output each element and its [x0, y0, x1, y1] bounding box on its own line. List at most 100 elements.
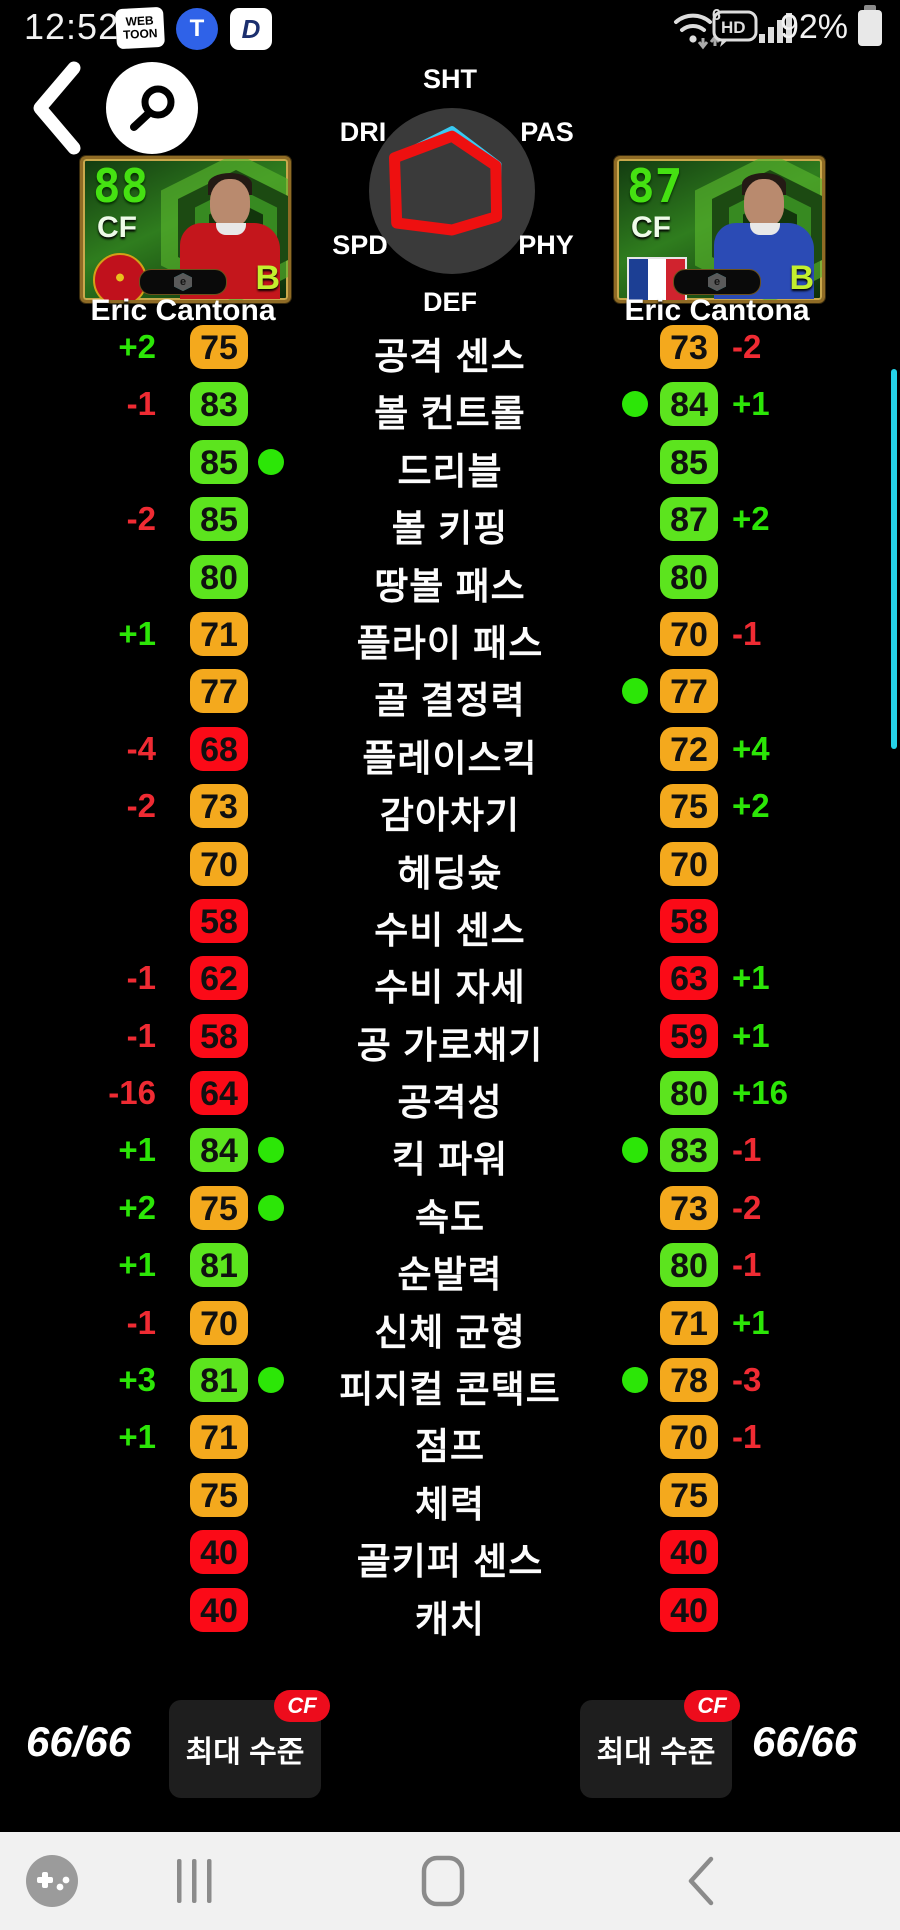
stat-label: 체력	[414, 1483, 486, 1525]
stat-value-left: 62	[190, 956, 248, 1001]
stat-diff-right: +1	[732, 1303, 770, 1341]
stat-label: 플라이 패스	[356, 622, 544, 664]
stat-row-20: 75 체력 75	[0, 1468, 900, 1525]
stat-value-right: 84	[660, 382, 718, 427]
stat-diff-right: +1	[732, 385, 770, 423]
home-button[interactable]	[408, 1832, 478, 1930]
stat-value-right: 40	[660, 1587, 718, 1632]
stat-row-10: 58 수비 센스 58	[0, 894, 900, 951]
stat-value-left: 73	[190, 784, 248, 829]
nav-back-button[interactable]	[665, 1832, 735, 1930]
efootball-icon-inactive: e	[708, 273, 726, 291]
stat-value-left: 70	[190, 841, 248, 886]
stat-value-right: 85	[660, 439, 718, 484]
stat-value-left: 77	[190, 669, 248, 714]
clock-text: 12:52	[24, 6, 120, 47]
stat-value-left: 75	[190, 325, 248, 369]
boosted-dot-right	[622, 391, 648, 418]
radar-label-phy: PHY	[518, 230, 574, 260]
player-card-left[interactable]: 88 CF e e B	[80, 156, 291, 303]
svg-text:HD: HD	[721, 18, 746, 37]
radar-label-dri: DRI	[340, 117, 387, 147]
back-arrow-button[interactable]	[26, 60, 86, 156]
stat-label: 공격 센스	[374, 336, 526, 377]
stat-value-right: 70	[660, 1415, 718, 1460]
recents-icon	[177, 1859, 212, 1903]
stat-value-right: 72	[660, 726, 718, 771]
boosted-dot-left	[258, 1367, 284, 1394]
android-navigation-bar	[0, 1832, 900, 1930]
scrollbar-thumb[interactable]	[891, 369, 897, 749]
stat-diff-right: -2	[732, 1188, 762, 1226]
stat-value-right: 78	[660, 1358, 718, 1403]
stat-value-right: 58	[660, 898, 718, 943]
stat-label: 볼 컨트롤	[374, 393, 526, 435]
stat-value-right: 70	[660, 611, 718, 656]
stat-diff-right: +1	[732, 1016, 770, 1054]
stat-label: 킥 파워	[391, 1139, 509, 1181]
stat-diff-right: -1	[732, 614, 762, 652]
stat-row-18: +3 81 피지컬 콘택트 78 -3	[0, 1353, 900, 1410]
stat-diff-left: -1	[126, 1303, 156, 1341]
game-booster-button[interactable]	[20, 1832, 84, 1930]
stat-diff-right: +1	[732, 959, 770, 997]
stat-value-left: 80	[190, 554, 248, 599]
tmap-app-icon: T	[176, 8, 218, 50]
stat-value-left: 85	[190, 439, 248, 484]
stat-label: 감아차기	[379, 795, 521, 837]
signal-strength-icon	[759, 13, 792, 43]
radar-label-sht: SHT	[423, 64, 478, 94]
stat-value-right: 73	[660, 1185, 718, 1230]
efootball-icon-inactive: e	[174, 273, 192, 291]
stat-diff-right: +4	[732, 729, 770, 767]
player-card-right[interactable]: 87 CF e e B	[614, 156, 825, 303]
boosted-dot-right	[622, 678, 648, 705]
stat-value-right: 83	[660, 1128, 718, 1173]
recents-button[interactable]	[160, 1832, 230, 1930]
player-name-left: Eric Cantona	[90, 294, 276, 327]
player-photo	[700, 173, 818, 299]
stat-diff-left: -4	[126, 729, 156, 767]
max-level-button-left[interactable]: 최대 수준	[169, 1700, 321, 1798]
status-bar: 12:52 WEB TOON T D 6 HD 92%	[0, 0, 900, 56]
stat-label: 골 결정력	[374, 680, 526, 722]
level-progress-left: 66/66	[26, 1718, 132, 1765]
max-level-button-right[interactable]: 최대 수준	[580, 1700, 732, 1798]
d-app-icon: D	[230, 8, 272, 50]
stat-label: 신체 균형	[374, 1311, 526, 1353]
stat-value-left: 58	[190, 898, 248, 943]
grade-letter: B	[789, 259, 814, 297]
stat-label: 헤딩슛	[397, 852, 503, 894]
home-icon	[421, 1855, 465, 1907]
stat-row-7: -4 68 플레이스킥 72 +4	[0, 722, 900, 779]
stat-value-left: 81	[190, 1358, 248, 1403]
stat-diff-left: +2	[118, 1188, 156, 1226]
stat-label: 순발력	[397, 1254, 503, 1296]
stat-value-left: 81	[190, 1243, 248, 1288]
stat-diff-right: -1	[732, 1246, 762, 1284]
stat-row-8: -2 73 감아차기 75 +2	[0, 779, 900, 836]
stat-value-right: 73	[660, 325, 718, 369]
stat-value-left: 40	[190, 1587, 248, 1632]
radar-label-pas: PAS	[520, 117, 574, 147]
stat-diff-left: +1	[118, 1131, 156, 1169]
stat-value-right: 75	[660, 1472, 718, 1517]
stat-diff-right: -1	[732, 1131, 762, 1169]
search-icon	[130, 85, 175, 131]
stat-value-left: 85	[190, 497, 248, 542]
stat-value-left: 58	[190, 1013, 248, 1058]
stat-label: 볼 키핑	[391, 508, 509, 550]
overall-rating: 87	[627, 159, 683, 213]
radar-label-def: DEF	[423, 287, 477, 317]
level-progress-right: 66/66	[752, 1718, 858, 1765]
stat-label: 땅볼 패스	[374, 565, 526, 607]
position-badge-left: CF	[274, 1690, 330, 1722]
stat-value-left: 71	[190, 611, 248, 656]
stat-diff-left: +1	[118, 1418, 156, 1456]
stat-value-left: 83	[190, 382, 248, 427]
stat-row-17: -1 70 신체 균형 71 +1	[0, 1296, 900, 1353]
stat-row-11: -1 62 수비 자세 63 +1	[0, 951, 900, 1008]
stat-value-right: 70	[660, 841, 718, 886]
search-button[interactable]	[106, 62, 198, 154]
webtoon-app-icon: WEB TOON	[114, 6, 166, 50]
